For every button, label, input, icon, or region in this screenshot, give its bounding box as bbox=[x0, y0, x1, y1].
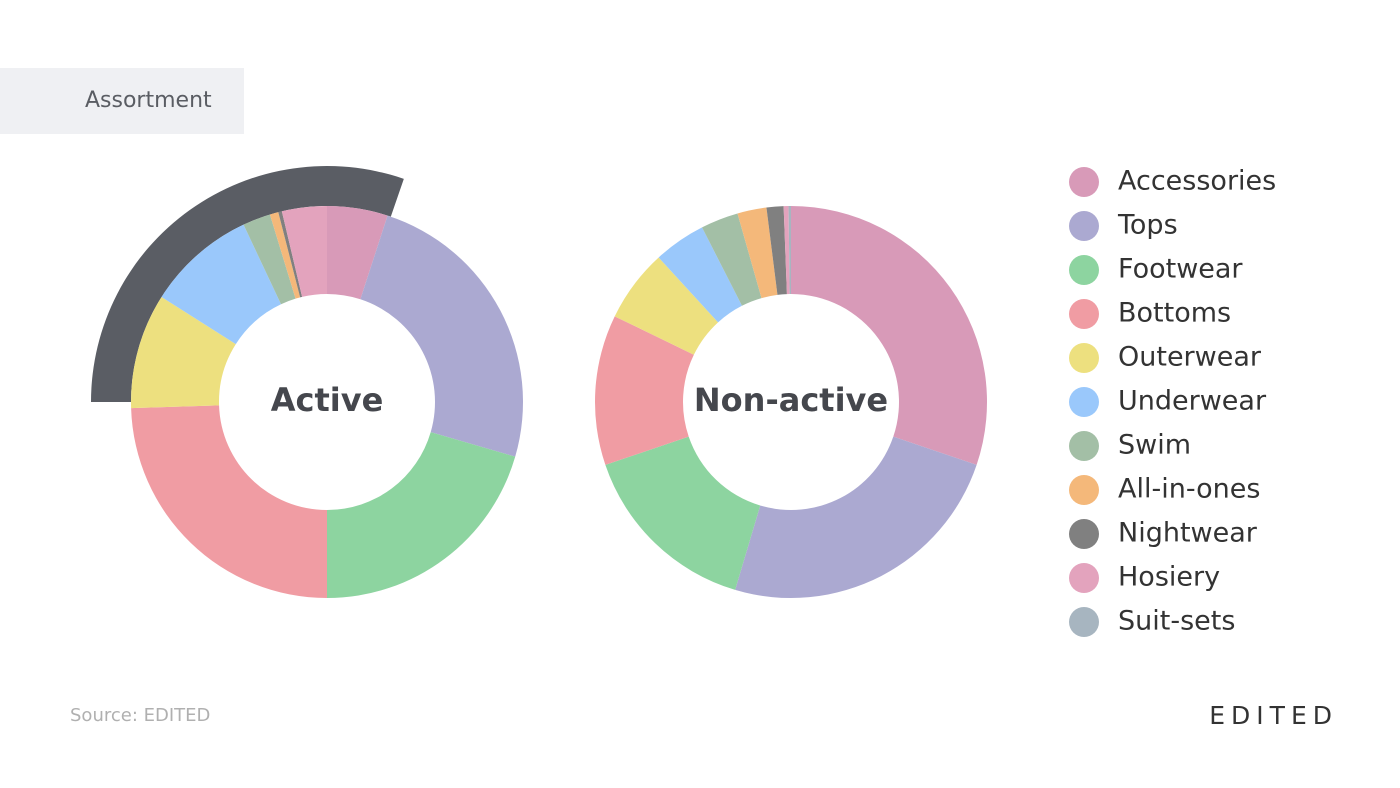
header-box bbox=[0, 68, 244, 134]
legend-swatch bbox=[1069, 343, 1099, 373]
legend-label: All-in-ones bbox=[1118, 474, 1260, 505]
header-title: Assortment bbox=[85, 88, 212, 113]
donut-slice bbox=[788, 206, 791, 295]
legend-swatch bbox=[1069, 519, 1099, 549]
legend-swatch bbox=[1069, 387, 1099, 417]
donut-slice bbox=[360, 215, 524, 457]
donut-slice bbox=[131, 405, 327, 598]
legend-label: Nightwear bbox=[1118, 518, 1258, 549]
legend-label: Suit-sets bbox=[1118, 606, 1235, 637]
legend-label: Footwear bbox=[1118, 254, 1243, 285]
donut-slice bbox=[131, 296, 236, 409]
donut-slice bbox=[735, 436, 977, 598]
legend-swatch bbox=[1069, 167, 1099, 197]
legend-swatch bbox=[1069, 607, 1099, 637]
legend-label: Underwear bbox=[1118, 386, 1267, 417]
donut-slice bbox=[243, 214, 296, 305]
donut-slice bbox=[161, 224, 282, 345]
donut-slice bbox=[658, 227, 742, 323]
legend-swatch bbox=[1069, 431, 1099, 461]
legend-swatch bbox=[1069, 475, 1099, 505]
legend-swatch bbox=[1069, 299, 1099, 329]
legend-label: Tops bbox=[1117, 210, 1178, 241]
donut-slice bbox=[783, 206, 790, 295]
donut-slice bbox=[278, 211, 303, 298]
donut-label: Non-active bbox=[694, 381, 888, 419]
donut-slice bbox=[766, 206, 787, 295]
donut-slice bbox=[614, 257, 719, 355]
legend-swatch bbox=[1069, 255, 1099, 285]
donut-slice bbox=[269, 212, 301, 299]
donut-slice bbox=[281, 206, 327, 297]
donut-slice bbox=[791, 206, 987, 465]
legend-label: Hosiery bbox=[1118, 562, 1220, 593]
source: Source: EDITED bbox=[70, 705, 210, 726]
highlight-arc bbox=[91, 166, 404, 402]
donut-slice bbox=[594, 316, 694, 465]
donut-slice bbox=[327, 206, 388, 300]
legend-label: Accessories bbox=[1118, 166, 1276, 197]
brand: EDITED bbox=[1209, 701, 1338, 730]
legend-label: Swim bbox=[1118, 430, 1191, 461]
donut-slice bbox=[327, 432, 516, 598]
donut-slice bbox=[737, 207, 778, 299]
legend-label: Bottoms bbox=[1118, 298, 1231, 329]
donut-label: Active bbox=[271, 381, 384, 419]
legend-swatch bbox=[1069, 211, 1099, 241]
legend-swatch bbox=[1069, 563, 1099, 593]
legend-label: Outerwear bbox=[1118, 342, 1262, 373]
donut-slice bbox=[702, 213, 762, 306]
donut-slice bbox=[605, 436, 761, 590]
